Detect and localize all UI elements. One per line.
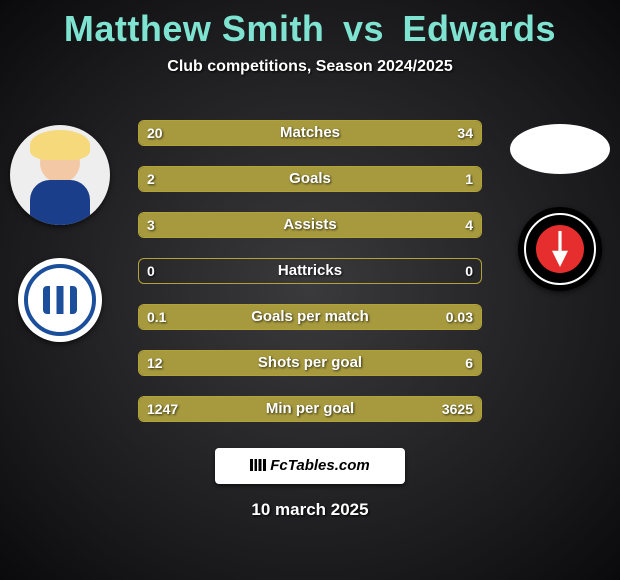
stat-label: Goals — [139, 167, 481, 191]
stat-label: Hattricks — [139, 259, 481, 283]
player2-club-badge-icon — [518, 207, 602, 291]
barchart-icon — [250, 459, 266, 471]
stat-row: 21Goals — [138, 166, 482, 192]
stat-label: Goals per match — [139, 305, 481, 329]
player2-name: Edwards — [403, 8, 557, 49]
vs-text: vs — [343, 8, 384, 49]
player1-avatar — [10, 125, 110, 225]
stat-row: 126Shots per goal — [138, 350, 482, 376]
badge-ring-icon — [524, 213, 596, 285]
stat-row: 00Hattricks — [138, 258, 482, 284]
player-right-block — [510, 120, 610, 296]
site-label: FcTables.com — [270, 457, 369, 474]
player1-club-badge-icon — [18, 258, 102, 342]
stat-row: 12473625Min per goal — [138, 396, 482, 422]
subtitle: Club competitions, Season 2024/2025 — [0, 58, 620, 76]
stat-label: Assists — [139, 213, 481, 237]
date-text: 10 march 2025 — [0, 500, 620, 520]
player-left-block — [10, 125, 110, 347]
site-attribution: FcTables.com — [215, 448, 405, 484]
stat-row: 2034Matches — [138, 120, 482, 146]
stat-label: Shots per goal — [139, 351, 481, 375]
player1-name: Matthew Smith — [64, 8, 325, 49]
player2-avatar — [510, 124, 610, 174]
stat-label: Min per goal — [139, 397, 481, 421]
comparison-title: Matthew Smith vs Edwards — [0, 0, 620, 50]
stat-row: 34Assists — [138, 212, 482, 238]
stat-label: Matches — [139, 121, 481, 145]
comparison-chart: 2034Matches 21Goals 34Assists 00Hattricks 0.… — [138, 120, 482, 442]
stat-row: 0.10.03Goals per match — [138, 304, 482, 330]
